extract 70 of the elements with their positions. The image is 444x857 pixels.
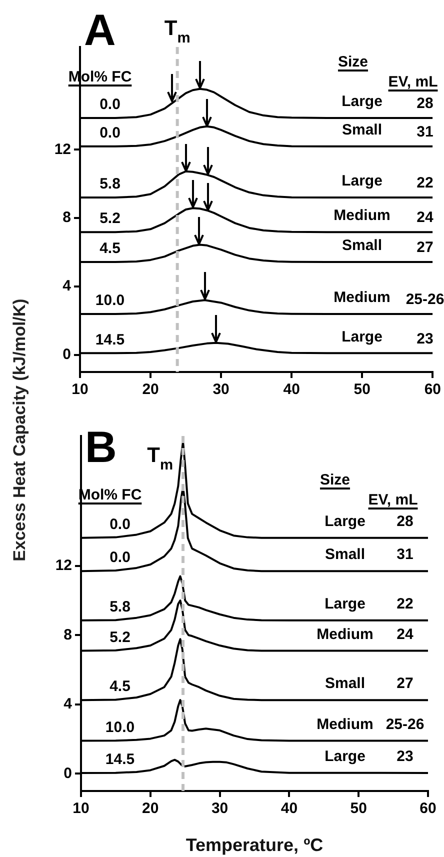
annotation: Small [324, 546, 366, 564]
annotation: 25-26 [386, 716, 424, 733]
y-axis-title: Excess Heat Capacity (kJ/mol/K) [10, 298, 30, 562]
annotation: EV, mL [368, 492, 418, 508]
annotation: Large [324, 512, 366, 530]
annotation: Large [342, 172, 382, 190]
annotation: Medium [316, 626, 374, 643]
annotation: EV, mL [388, 74, 438, 90]
annotation: 23 [416, 330, 434, 348]
annotation: 22 [416, 174, 434, 192]
x-axis-title: Temperature, ºC [186, 835, 324, 856]
annotation: Large [342, 328, 382, 346]
annotation: 28 [416, 95, 434, 112]
y-tick-label: 8 [64, 626, 72, 644]
annotation: 24 [396, 626, 414, 643]
annotation: 4.5 [110, 678, 130, 696]
annotation: Large [324, 596, 366, 613]
annotation: Medium [334, 289, 390, 306]
y-tick-label: 0 [64, 764, 72, 782]
annotation: 22 [396, 596, 414, 613]
annotation: 27 [396, 675, 414, 692]
annotation: 27 [416, 239, 434, 256]
annotation: 5.8 [100, 176, 120, 193]
annotation: Small [342, 122, 382, 139]
annotation: 10.0 [105, 718, 135, 736]
chart-title: A [84, 6, 116, 55]
y-tick-label: 4 [62, 278, 72, 295]
annotation: 10.0 [95, 292, 125, 310]
x-tick-label: 50 [350, 800, 367, 818]
x-tick-label: 30 [211, 800, 228, 818]
annotation: Medium [316, 716, 374, 733]
x-tick-label: 20 [142, 800, 159, 818]
annotation: Size [338, 54, 368, 70]
annotation: 0.0 [110, 516, 130, 533]
annotation: Medium [334, 207, 390, 224]
annotation: 14.5 [105, 751, 135, 768]
annotation: 25-26 [406, 291, 444, 308]
annotation: Small [324, 675, 366, 692]
y-tick-label: 8 [62, 209, 71, 226]
y-tick-label: 12 [55, 557, 72, 574]
annotation: Large [342, 93, 382, 110]
annotation: 5.8 [110, 598, 130, 616]
annotation: 4.5 [100, 240, 120, 258]
x-tick-label: 30 [212, 381, 230, 398]
x-tick-label: 40 [283, 381, 300, 398]
y-tick-label: 4 [64, 696, 73, 713]
annotation: 31 [396, 546, 414, 564]
y-tick-label: 12 [54, 140, 71, 158]
chart-title: B [85, 423, 117, 472]
annotation: 14.5 [95, 331, 125, 348]
x-tick-label: 10 [72, 800, 90, 818]
annotation: 28 [396, 512, 414, 530]
x-tick-label: 50 [354, 381, 370, 398]
annotation: 31 [416, 124, 434, 141]
annotation: Small [342, 237, 382, 254]
annotation: 5.2 [110, 628, 130, 646]
x-tick-label: 60 [420, 800, 436, 818]
x-tick-label: 20 [142, 381, 159, 398]
y-tick-label: 0 [62, 346, 71, 364]
annotation: 24 [416, 209, 434, 226]
x-tick-label: 40 [280, 800, 298, 818]
annotation: 0.0 [100, 96, 120, 114]
annotation: 0.0 [110, 549, 130, 566]
annotation: 0.0 [100, 124, 120, 142]
x-tick-label: 10 [72, 381, 88, 398]
annotation: Size [320, 472, 350, 488]
annotation: 5.2 [100, 210, 120, 228]
x-tick-label: 60 [424, 381, 441, 398]
annotation: Large [324, 748, 366, 766]
annotation: 23 [396, 748, 414, 766]
